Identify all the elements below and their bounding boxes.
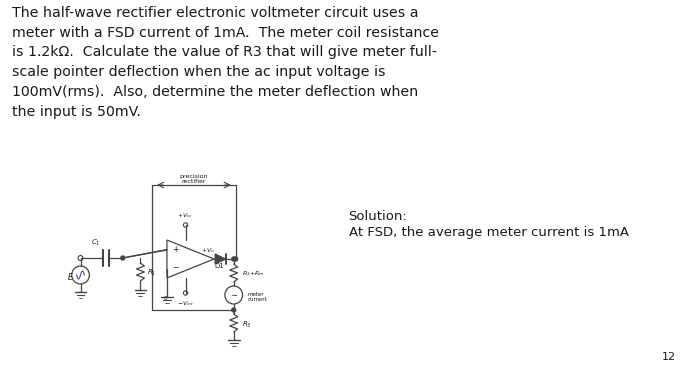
Text: $C_1$: $C_1$ <box>92 238 101 248</box>
Text: precision
rectifier: precision rectifier <box>180 174 208 184</box>
Polygon shape <box>215 254 226 264</box>
Text: At FSD, the average meter current is 1mA: At FSD, the average meter current is 1mA <box>349 226 629 239</box>
Text: Solution:: Solution: <box>349 210 407 223</box>
Text: $R_1$: $R_1$ <box>147 268 157 278</box>
Text: 12: 12 <box>662 352 676 362</box>
Circle shape <box>232 308 236 312</box>
Text: D1: D1 <box>214 263 224 269</box>
Text: +: + <box>172 244 178 253</box>
Text: $R_3{+}R_m$: $R_3{+}R_m$ <box>241 270 265 279</box>
Text: ∼: ∼ <box>230 290 237 299</box>
Circle shape <box>234 257 237 261</box>
Text: $+V_o$: $+V_o$ <box>201 246 215 255</box>
Text: meter
current: meter current <box>248 292 267 302</box>
Text: $+V_{cc}$: $+V_{cc}$ <box>178 211 194 220</box>
Text: $R_3$: $R_3$ <box>241 320 251 330</box>
Text: −: − <box>172 263 178 273</box>
Text: $E$: $E$ <box>67 271 74 282</box>
Circle shape <box>232 257 236 261</box>
Circle shape <box>121 256 125 260</box>
Text: $-V_{ee}$: $-V_{ee}$ <box>177 299 194 308</box>
Text: 0: 0 <box>163 296 167 301</box>
Text: The half-wave rectifier electronic voltmeter circuit uses a
meter with a FSD cur: The half-wave rectifier electronic voltm… <box>12 6 439 119</box>
